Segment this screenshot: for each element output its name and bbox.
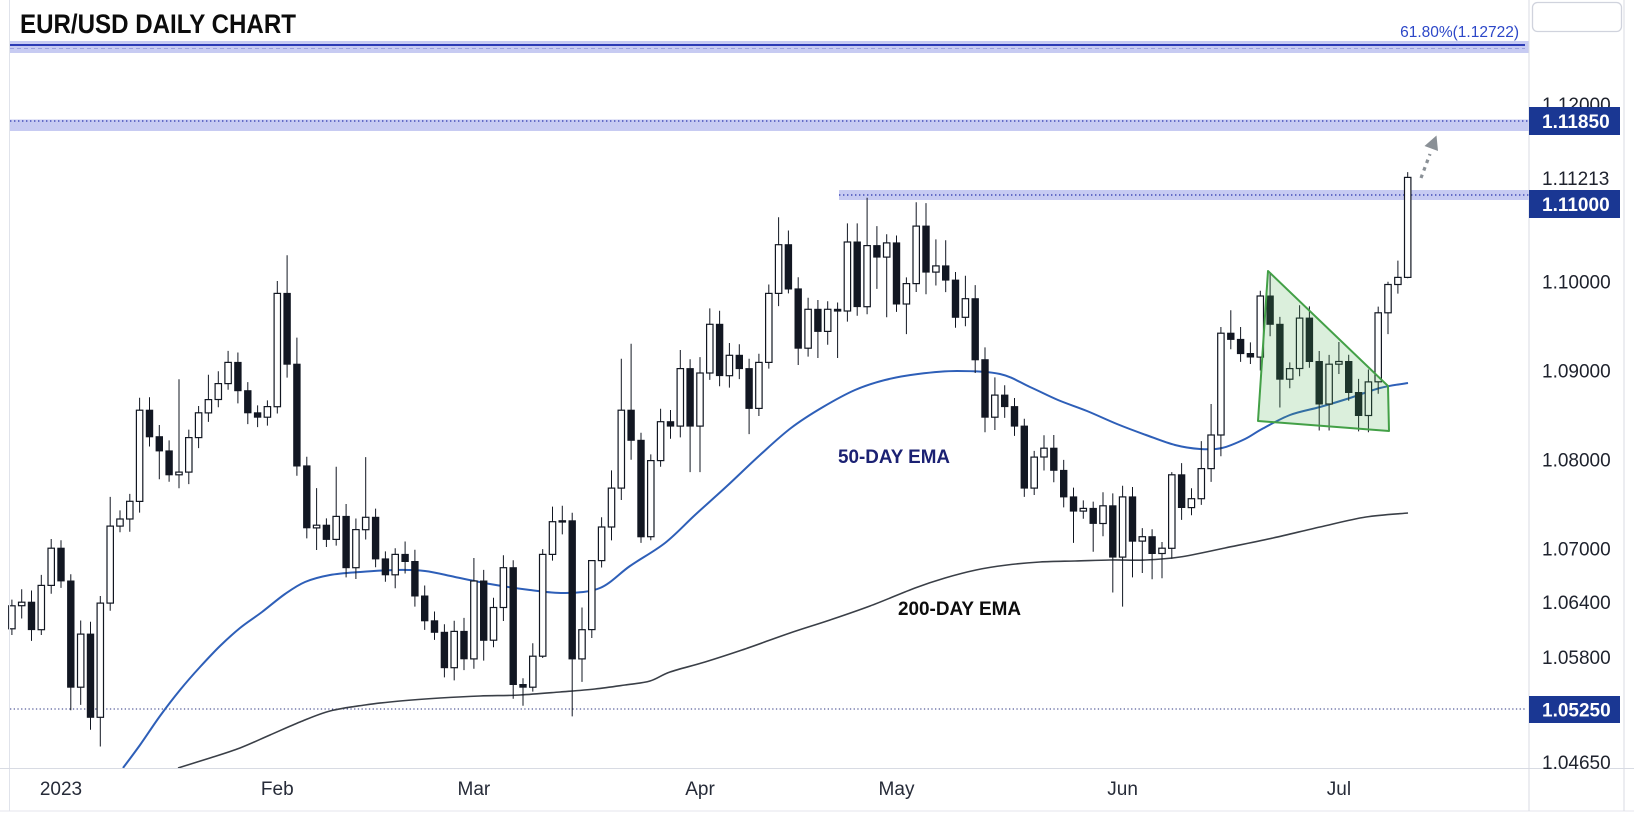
svg-text:1.11850: 1.11850 xyxy=(1542,112,1610,133)
svg-text:1.07000: 1.07000 xyxy=(1542,539,1611,560)
svg-text:Jul: Jul xyxy=(1327,779,1351,800)
svg-text:1.09000: 1.09000 xyxy=(1542,361,1611,382)
svg-text:May: May xyxy=(879,779,915,800)
svg-text:Apr: Apr xyxy=(685,779,715,800)
svg-text:Feb: Feb xyxy=(261,779,294,800)
svg-text:1.04650: 1.04650 xyxy=(1542,753,1611,774)
svg-text:1.08000: 1.08000 xyxy=(1542,450,1611,471)
svg-text:Mar: Mar xyxy=(458,779,491,800)
svg-text:EUR/USD DAILY CHART: EUR/USD DAILY CHART xyxy=(20,9,296,39)
svg-text:2023: 2023 xyxy=(40,779,82,800)
svg-text:1.10000: 1.10000 xyxy=(1542,272,1611,293)
svg-text:1.11213: 1.11213 xyxy=(1542,169,1609,190)
svg-text:61.80%(1.12722): 61.80%(1.12722) xyxy=(1400,24,1519,41)
svg-text:1.05800: 1.05800 xyxy=(1542,648,1611,669)
svg-text:1.06400: 1.06400 xyxy=(1542,593,1611,614)
svg-text:1.11000: 1.11000 xyxy=(1542,195,1610,216)
svg-text:1.05250: 1.05250 xyxy=(1542,700,1611,721)
svg-text:200-DAY EMA: 200-DAY EMA xyxy=(898,599,1021,620)
svg-text:50-DAY EMA: 50-DAY EMA xyxy=(838,447,950,468)
svg-text:Jun: Jun xyxy=(1107,779,1138,800)
